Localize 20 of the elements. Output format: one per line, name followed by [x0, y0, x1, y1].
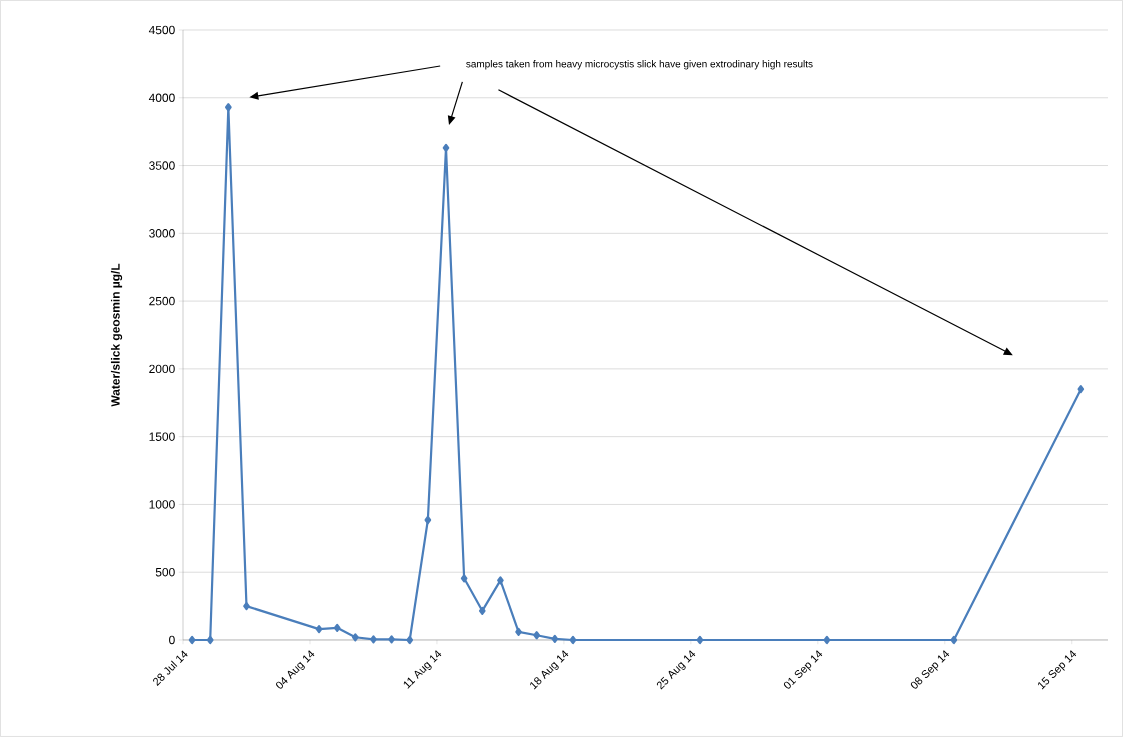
y-tick-label: 500 — [155, 567, 175, 577]
y-tick-label: 2000 — [149, 364, 175, 374]
y-tick-label: 3000 — [149, 229, 175, 238]
x-tick-label: 15 Sep 14 — [1038, 650, 1077, 690]
annotation: samples taken from heavy microcystis slick have given extrodinary high results — [466, 60, 813, 70]
x-tick-label: 04 Aug 14 — [276, 650, 315, 689]
x-tick-label: 08 Sep 14 — [910, 650, 950, 689]
y-tick-label: 1500 — [149, 432, 175, 441]
x-tick-label: 25 Aug 14 — [656, 650, 696, 690]
y-axis-title: Water/slick geosmin µg/L — [110, 263, 123, 407]
x-tick-label: 28 Jul 14 — [153, 650, 188, 686]
y-tick-label: 4000 — [148, 93, 175, 102]
x-tick-label: 01 Sep 14 — [783, 650, 823, 689]
y-tick-label: 3500 — [149, 161, 175, 170]
y-tick-label: 1000 — [149, 500, 175, 509]
y-tick-label: 2500 — [149, 296, 175, 306]
x-tick-label: 11 Aug 14 — [403, 650, 442, 689]
x-tick-label: 18 Aug 14 — [530, 650, 569, 690]
y-tick-label: 4500 — [148, 25, 175, 35]
y-tick-label: 0 — [169, 635, 175, 645]
